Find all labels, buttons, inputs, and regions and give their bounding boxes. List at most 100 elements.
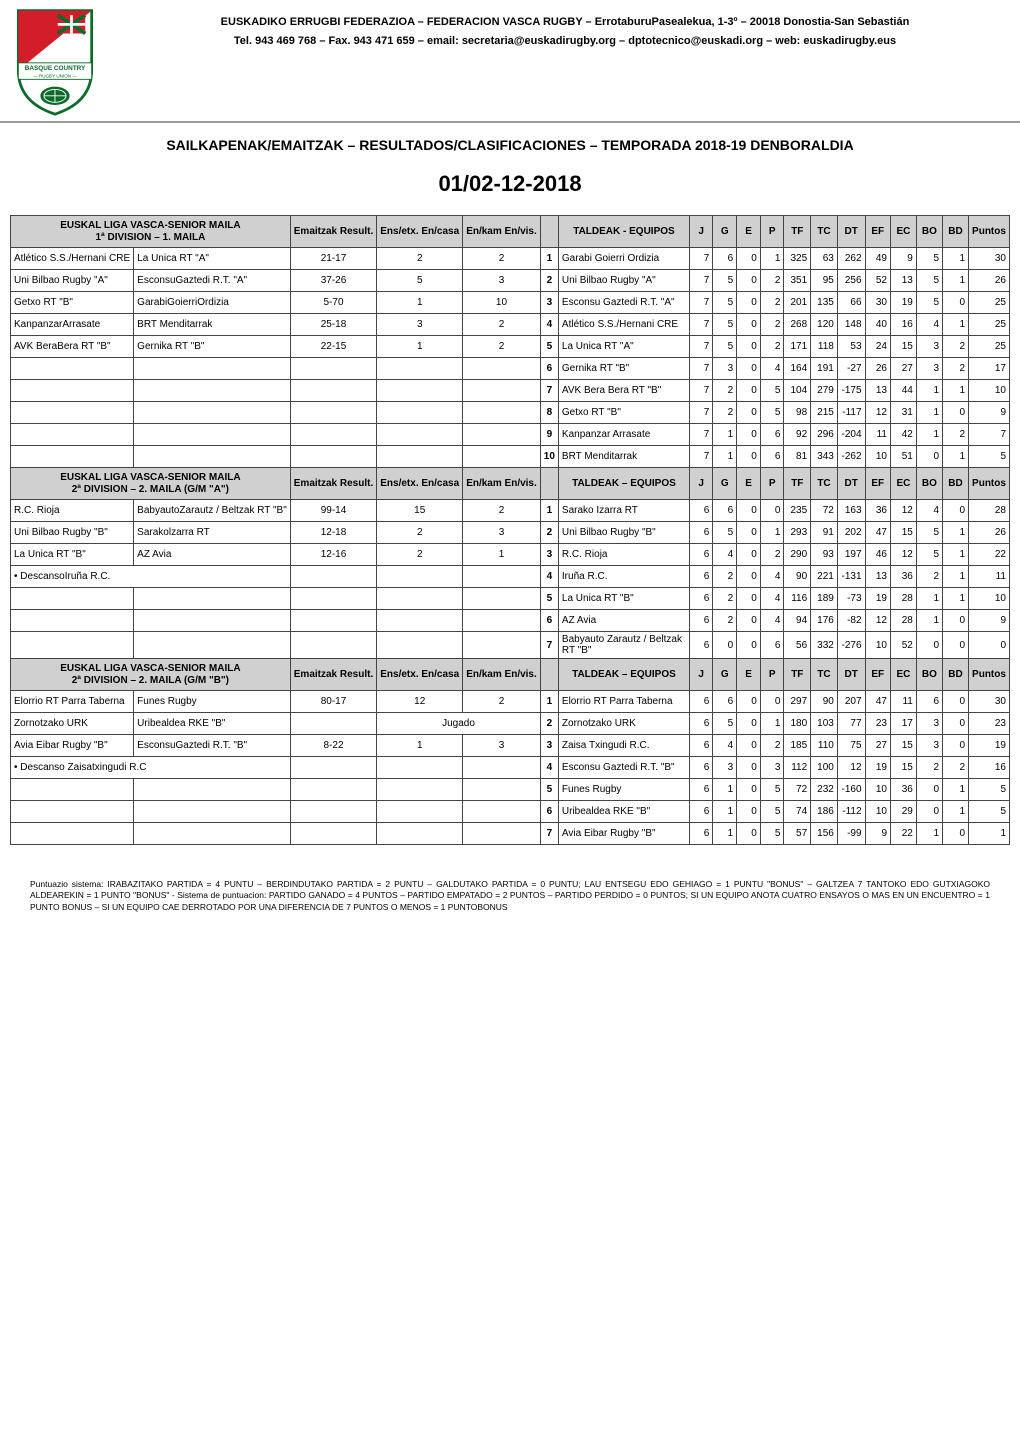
empty — [463, 632, 541, 659]
stat-cell: 0 — [737, 757, 761, 779]
col-header: P — [760, 216, 784, 248]
header-line-1: EUSKADIKO ERRUGBI FEDERAZIOA – FEDERACIO… — [120, 14, 1010, 31]
stat-cell: 19 — [865, 588, 890, 610]
standing-rank: 7 — [540, 823, 558, 845]
stat-cell: 163 — [837, 500, 865, 522]
col-header: TF — [784, 659, 811, 691]
stat-cell: 5 — [969, 779, 1010, 801]
fixture-home: R.C. Rioja — [11, 500, 134, 522]
col-header: BO — [916, 659, 942, 691]
stat-cell: 15 — [891, 735, 917, 757]
fixture-ee: 15 — [377, 500, 463, 522]
header-line-2: Tel. 943 469 768 – Fax. 943 471 659 – em… — [120, 33, 1010, 50]
col-header — [540, 468, 558, 500]
fixture-ek: 2 — [463, 500, 541, 522]
stat-cell: 7 — [689, 358, 712, 380]
table-row: 6Gernika RT "B"7304164191-2726273217 — [11, 358, 1010, 380]
stat-cell: 104 — [784, 380, 811, 402]
table-row: 7Avia Eibar Rugby "B"610557156-99922101 — [11, 823, 1010, 845]
fixture-ek: 3 — [463, 522, 541, 544]
stat-cell: 10 — [969, 380, 1010, 402]
standing-team: R.C. Rioja — [558, 544, 689, 566]
col-header: TC — [811, 216, 838, 248]
stat-cell: -204 — [837, 424, 865, 446]
stat-cell: 0 — [737, 402, 761, 424]
fixture-home: AVK BeraBera RT "B" — [11, 336, 134, 358]
standing-rank: 1 — [540, 691, 558, 713]
stat-cell: 5 — [713, 314, 737, 336]
stat-cell: 5 — [760, 779, 784, 801]
standing-team: Uni Bilbao Rugby "A" — [558, 270, 689, 292]
stat-cell: 0 — [943, 292, 969, 314]
stat-cell: 215 — [811, 402, 838, 424]
stat-cell: 15 — [891, 522, 917, 544]
stat-cell: 1 — [943, 446, 969, 468]
col-header: BO — [916, 468, 942, 500]
fixture-home: Zornotzako URK — [11, 713, 134, 735]
stat-cell: 297 — [784, 691, 811, 713]
stat-cell: 1 — [969, 823, 1010, 845]
table-row: La Unica RT "B"AZ Avia12-16213R.C. Rioja… — [11, 544, 1010, 566]
empty — [134, 823, 291, 845]
stat-cell: 135 — [811, 292, 838, 314]
stat-cell: 1 — [943, 801, 969, 823]
stat-cell: 4 — [713, 735, 737, 757]
fixture-away: BRT Menditarrak — [134, 314, 291, 336]
stat-cell: 7 — [689, 424, 712, 446]
stat-cell: 2 — [760, 336, 784, 358]
col-header: E — [737, 659, 761, 691]
stat-cell: 28 — [891, 588, 917, 610]
empty — [463, 402, 541, 424]
stat-cell: 232 — [811, 779, 838, 801]
fixture-ek — [463, 757, 541, 779]
empty — [463, 610, 541, 632]
standing-team: La Unica RT "A" — [558, 336, 689, 358]
stat-cell: -82 — [837, 610, 865, 632]
stat-cell: 12 — [891, 500, 917, 522]
stat-cell: 103 — [811, 713, 838, 735]
fixture-result: 37-26 — [290, 270, 376, 292]
stat-cell: 13 — [865, 566, 890, 588]
fixture-ee: 1 — [377, 336, 463, 358]
footer-scoring-text: Puntuazio sistema: IRABAZITAKO PARTIDA =… — [30, 879, 990, 913]
stat-cell: 4 — [760, 358, 784, 380]
stat-cell: 11 — [891, 691, 917, 713]
stat-cell: -160 — [837, 779, 865, 801]
standing-rank: 7 — [540, 380, 558, 402]
stat-cell: 343 — [811, 446, 838, 468]
fixture-ek: 2 — [463, 336, 541, 358]
fixture-result: 25-18 — [290, 314, 376, 336]
empty — [377, 823, 463, 845]
stat-cell: 2 — [713, 588, 737, 610]
stat-cell: 0 — [737, 588, 761, 610]
empty — [134, 610, 291, 632]
standing-rank: 3 — [540, 292, 558, 314]
stat-cell: 0 — [943, 735, 969, 757]
fixture-ek: 1 — [463, 544, 541, 566]
empty — [377, 358, 463, 380]
stat-cell: 95 — [811, 270, 838, 292]
empty — [463, 380, 541, 402]
fixture-ee — [377, 566, 463, 588]
stat-cell: 98 — [784, 402, 811, 424]
standing-team: Sarako Izarra RT — [558, 500, 689, 522]
stat-cell: 66 — [837, 292, 865, 314]
stat-cell: 36 — [891, 566, 917, 588]
standing-team: BRT Menditarrak — [558, 446, 689, 468]
empty — [463, 779, 541, 801]
stat-cell: 10 — [969, 588, 1010, 610]
fixture-ek — [463, 566, 541, 588]
stat-cell: 268 — [784, 314, 811, 336]
stat-cell: 0 — [737, 336, 761, 358]
fixture-home: Uni Bilbao Rugby "A" — [11, 270, 134, 292]
stat-cell: 28 — [969, 500, 1010, 522]
stat-cell: 16 — [891, 314, 917, 336]
table-row: 10BRT Menditarrak710681343-2621051015 — [11, 446, 1010, 468]
stat-cell: 13 — [891, 270, 917, 292]
col-header: Emaitzak Result. — [290, 659, 376, 691]
stat-cell: 4 — [760, 566, 784, 588]
standing-rank: 3 — [540, 544, 558, 566]
stat-cell: 51 — [891, 446, 917, 468]
stat-cell: 0 — [760, 500, 784, 522]
stat-cell: 5 — [713, 522, 737, 544]
